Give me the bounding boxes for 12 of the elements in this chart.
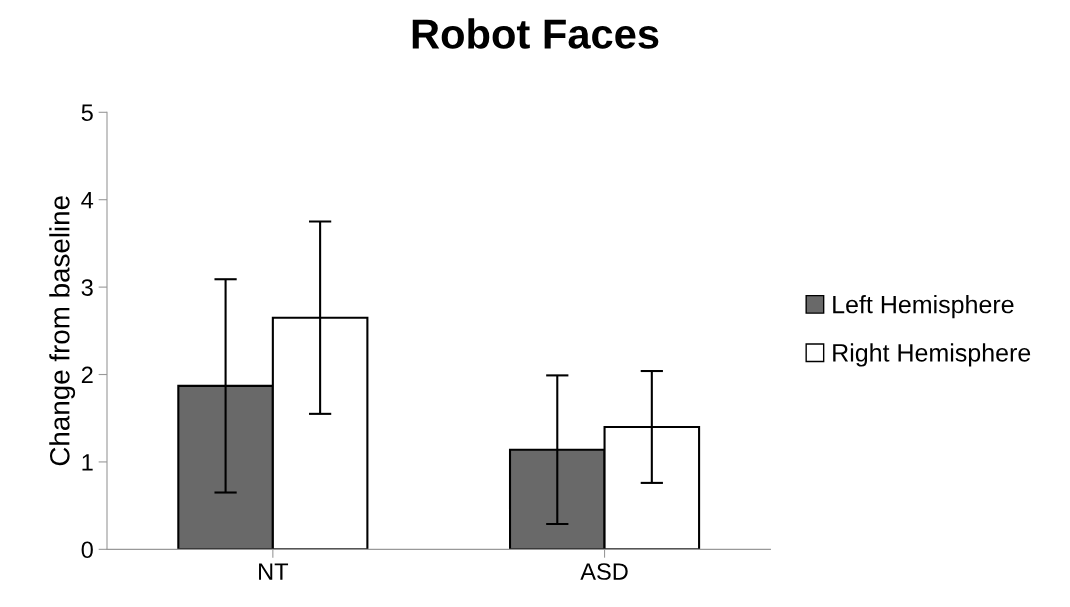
chart-title: Robot Faces: [412, 18, 659, 49]
y-axis-title: Change from baseline: [49, 196, 76, 466]
legend-label: Left Hemisphere: [833, 295, 1014, 319]
y-tick-label: 0: [81, 541, 93, 559]
legend-label: Right Hemisphere: [833, 343, 1031, 367]
y-tick-label: 1: [82, 454, 93, 471]
y-tick-label: 4: [81, 192, 94, 209]
x-tick-label: NT: [259, 563, 289, 580]
y-tick-label: 2: [81, 366, 93, 384]
y-tick-label: 5: [81, 104, 93, 122]
x-tick-label: ASD: [580, 563, 628, 580]
y-tick-label: 3: [81, 279, 93, 296]
